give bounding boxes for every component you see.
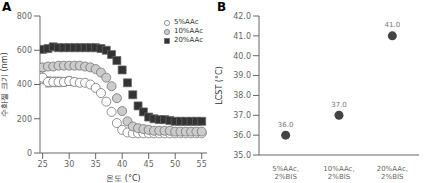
svg-text:36.0: 36.0 xyxy=(278,121,294,129)
svg-text:35: 35 xyxy=(91,160,101,169)
svg-text:37.0: 37.0 xyxy=(331,101,347,109)
svg-text:36.0: 36.0 xyxy=(233,131,251,140)
svg-text:600: 600 xyxy=(17,46,32,55)
html-text:5%AAc: 5%AAc xyxy=(173,18,199,26)
svg-text:5%AAc,2%BIS: 5%AAc,2%BIS xyxy=(272,165,299,181)
html-text:10%AAc: 10%AAc xyxy=(173,27,203,35)
svg-text:38.0: 38.0 xyxy=(233,91,251,100)
svg-text:LCST (°C): LCST (°C) xyxy=(215,66,224,104)
svg-text:39.0: 39.0 xyxy=(233,71,251,80)
svg-text:41.0: 41.0 xyxy=(385,21,401,29)
svg-text:수화젤 크기 (nm): 수화젤 크기 (nm) xyxy=(8,52,9,116)
svg-text:10%AAc,2%BIS: 10%AAc,2%BIS xyxy=(323,165,354,181)
svg-text:50: 50 xyxy=(170,160,180,169)
svg-text:35.0: 35.0 xyxy=(233,151,251,160)
svg-text:25: 25 xyxy=(38,160,48,169)
svg-text:20%AAc,2%BIS: 20%AAc,2%BIS xyxy=(377,165,408,181)
html-text:B: B xyxy=(217,0,227,14)
svg-text:55: 55 xyxy=(197,160,207,169)
svg-text:800: 800 xyxy=(17,12,32,21)
svg-text:200: 200 xyxy=(17,115,32,124)
svg-text:45: 45 xyxy=(144,160,154,169)
html-text:A: A xyxy=(2,0,12,14)
svg-text:40.0: 40.0 xyxy=(233,52,251,61)
svg-text:0: 0 xyxy=(27,149,32,158)
html-text:20%AAc: 20%AAc xyxy=(173,36,203,44)
svg-text:400: 400 xyxy=(17,80,32,89)
svg-text:37.0: 37.0 xyxy=(233,111,251,120)
svg-text:42.0: 42.0 xyxy=(233,12,251,21)
svg-text:40: 40 xyxy=(117,160,127,169)
svg-text:온도 (°C): 온도 (°C) xyxy=(106,174,140,183)
svg-text:30: 30 xyxy=(64,160,74,169)
svg-text:41.0: 41.0 xyxy=(233,32,251,41)
